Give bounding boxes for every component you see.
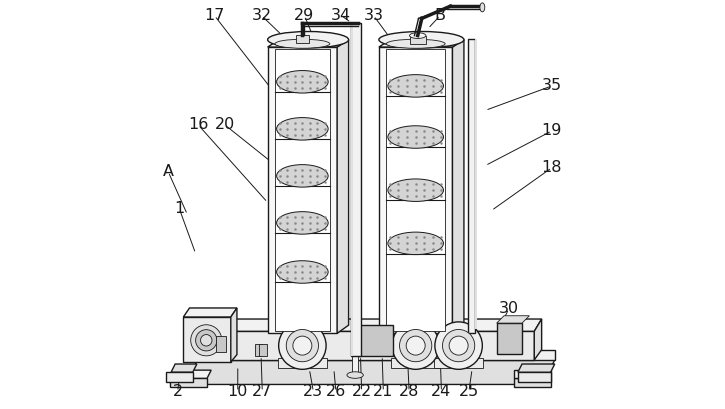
Text: 27: 27 (252, 384, 273, 399)
Text: 29: 29 (294, 8, 315, 23)
Text: A: A (162, 164, 174, 179)
Ellipse shape (480, 3, 485, 12)
Text: 19: 19 (542, 124, 562, 138)
Text: 23: 23 (303, 384, 323, 399)
Ellipse shape (277, 118, 328, 140)
Circle shape (191, 325, 222, 356)
Polygon shape (166, 372, 193, 382)
Text: 17: 17 (204, 8, 225, 23)
Ellipse shape (388, 126, 444, 148)
Polygon shape (514, 378, 551, 387)
Polygon shape (518, 364, 555, 372)
Circle shape (449, 336, 468, 355)
Polygon shape (197, 331, 534, 360)
Ellipse shape (268, 31, 349, 48)
Text: 26: 26 (326, 384, 346, 399)
Circle shape (286, 330, 318, 362)
Ellipse shape (386, 39, 445, 48)
Ellipse shape (410, 33, 426, 38)
Text: 24: 24 (431, 384, 452, 399)
Ellipse shape (277, 70, 328, 93)
Bar (278, 358, 327, 368)
Polygon shape (197, 350, 555, 360)
Polygon shape (188, 360, 555, 384)
Circle shape (435, 322, 482, 369)
Text: 21: 21 (373, 384, 394, 399)
Ellipse shape (347, 372, 363, 378)
Circle shape (392, 322, 439, 369)
Polygon shape (171, 364, 197, 372)
Bar (410, 36, 426, 44)
Text: 16: 16 (188, 117, 208, 132)
Bar (434, 358, 483, 368)
Bar (475, 39, 476, 329)
Bar (260, 344, 267, 356)
Ellipse shape (388, 179, 444, 201)
Polygon shape (275, 49, 330, 331)
Polygon shape (379, 47, 452, 333)
Circle shape (201, 335, 212, 346)
Text: 22: 22 (352, 384, 372, 399)
Ellipse shape (379, 31, 464, 48)
Bar (351, 23, 353, 356)
Bar (297, 35, 309, 43)
Text: 30: 30 (499, 301, 519, 316)
Bar (255, 344, 262, 356)
Text: 32: 32 (252, 8, 272, 23)
Polygon shape (170, 378, 207, 387)
Polygon shape (197, 319, 542, 331)
Text: 34: 34 (331, 8, 352, 23)
Ellipse shape (275, 39, 330, 48)
Ellipse shape (277, 164, 328, 187)
Circle shape (293, 336, 312, 355)
Polygon shape (386, 49, 445, 331)
Bar (497, 323, 522, 354)
Ellipse shape (388, 232, 444, 254)
Bar (391, 358, 440, 368)
Polygon shape (518, 372, 551, 382)
Text: 18: 18 (542, 160, 562, 175)
Bar (468, 39, 475, 333)
Bar (352, 355, 358, 374)
Text: 35: 35 (542, 79, 562, 93)
Polygon shape (170, 370, 211, 378)
Circle shape (406, 336, 425, 355)
Text: 2: 2 (173, 384, 183, 399)
Polygon shape (183, 317, 231, 362)
Text: 1: 1 (174, 201, 184, 216)
Text: 28: 28 (399, 384, 419, 399)
Circle shape (278, 322, 326, 369)
Polygon shape (514, 370, 551, 378)
Circle shape (399, 330, 432, 362)
Polygon shape (268, 40, 349, 47)
Polygon shape (268, 47, 337, 333)
Polygon shape (497, 316, 529, 323)
Circle shape (196, 330, 217, 351)
Polygon shape (231, 308, 237, 362)
Text: 25: 25 (459, 384, 479, 399)
Polygon shape (183, 308, 237, 317)
Ellipse shape (277, 212, 328, 234)
Ellipse shape (388, 74, 444, 97)
Polygon shape (337, 40, 349, 333)
Text: B: B (435, 8, 446, 23)
Text: 33: 33 (363, 8, 384, 23)
Bar (216, 336, 226, 352)
Text: 10: 10 (228, 384, 248, 399)
Polygon shape (534, 319, 542, 360)
Bar (351, 23, 361, 356)
Ellipse shape (277, 261, 328, 283)
Bar (358, 325, 393, 356)
Polygon shape (379, 40, 464, 47)
Polygon shape (452, 40, 464, 333)
Circle shape (442, 330, 475, 362)
Text: 20: 20 (215, 117, 235, 132)
